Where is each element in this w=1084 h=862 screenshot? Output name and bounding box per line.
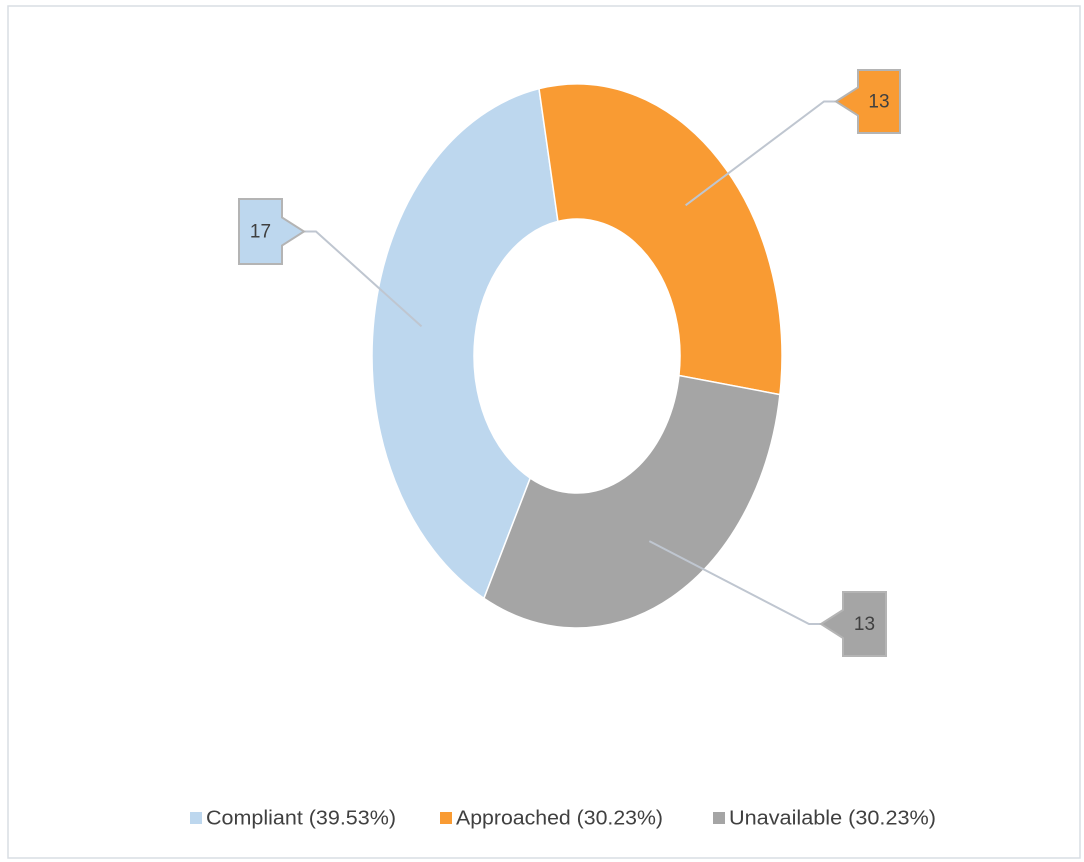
legend-swatch: [713, 812, 725, 824]
legend-label: Approached (30.23%): [456, 807, 663, 829]
leader-line: [685, 100, 836, 207]
legend-label: Compliant (39.53%): [206, 807, 396, 829]
donut-slice: [538, 83, 783, 396]
legend-swatch: [190, 812, 202, 824]
legend-label: Unavailable (30.23%): [729, 807, 936, 829]
leader-line: [648, 540, 821, 625]
callout-box: [819, 591, 887, 657]
data-label: 13: [854, 614, 875, 635]
callout-box: [238, 198, 306, 265]
donut-slice: [371, 87, 559, 600]
data-label: 13: [868, 92, 889, 113]
data-label: 17: [250, 222, 271, 243]
legend-swatch: [440, 812, 452, 824]
leader-line: [304, 230, 423, 328]
donut-slice: [483, 374, 781, 629]
callout-box: [834, 69, 901, 134]
